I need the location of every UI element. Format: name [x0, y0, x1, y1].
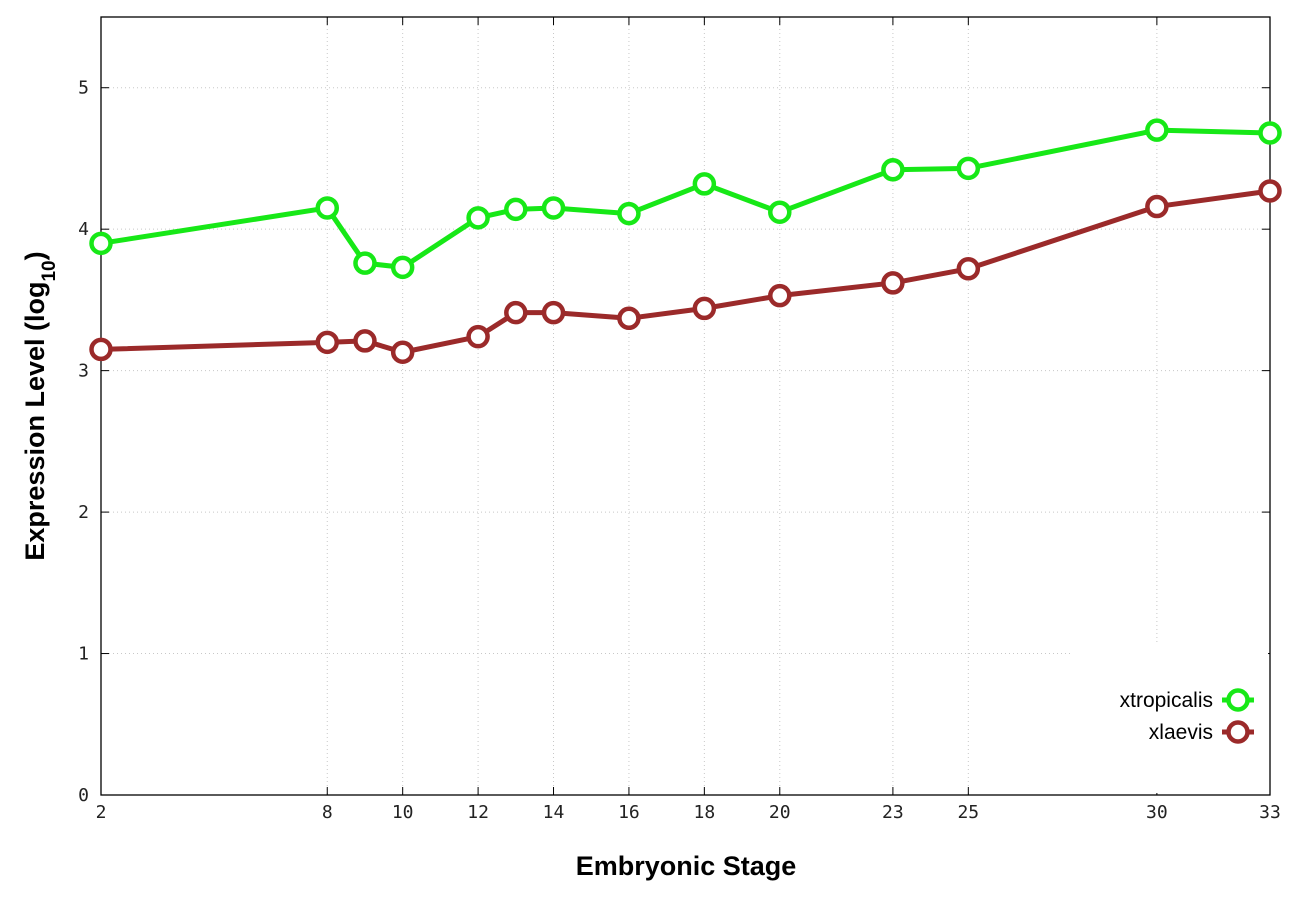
data-point-xlaevis: [617, 306, 641, 331]
data-point-xtropicalis: [1145, 118, 1169, 142]
x-tick-label: 25: [957, 802, 979, 823]
y-axis-title-close: ): [20, 251, 50, 260]
data-point-xlaevis: [768, 283, 792, 308]
x-tick-label: 2: [96, 802, 107, 823]
data-point-xtropicalis: [692, 172, 717, 196]
data-point-xtropicalis: [390, 255, 415, 280]
x-tick-label: 10: [392, 802, 414, 823]
x-tick-label: 14: [543, 802, 565, 823]
data-point-xtropicalis: [1258, 121, 1282, 145]
y-tick-label: 0: [78, 785, 89, 806]
x-tick-label: 12: [467, 802, 489, 823]
data-point-xtropicalis: [956, 156, 981, 181]
y-tick-label: 5: [78, 78, 89, 99]
data-point-xlaevis: [504, 300, 528, 325]
x-tick-label: 23: [882, 802, 904, 823]
x-axis-title: Embryonic Stage: [576, 851, 797, 881]
x-tick-label: 18: [694, 802, 716, 823]
data-point-xtropicalis: [466, 206, 490, 230]
legend-swatch-marker-xlaevis: [1226, 720, 1250, 744]
data-point-xtropicalis: [768, 200, 792, 224]
y-axis-title-subscript: 10: [39, 260, 60, 281]
legend-background: [1072, 645, 1268, 793]
x-tick-label: 16: [618, 802, 640, 823]
legend-label-xlaevis: xlaevis: [1149, 721, 1213, 744]
data-point-xlaevis: [390, 340, 415, 364]
y-axis-title-main: Expression Level (log: [20, 282, 50, 561]
data-point-xtropicalis: [617, 201, 641, 226]
data-point-xlaevis: [466, 324, 490, 349]
data-point-xlaevis: [1145, 194, 1169, 219]
data-point-xtropicalis: [881, 158, 905, 182]
x-tick-label: 8: [322, 802, 333, 823]
data-point-xtropicalis: [89, 231, 113, 256]
plot-frame: [100, 16, 1271, 796]
legend-swatch-marker-xtropicalis: [1226, 688, 1250, 712]
data-point-xlaevis: [541, 300, 566, 325]
series-layer: [89, 118, 1282, 364]
legend-label-xtropicalis: xtropicalis: [1120, 689, 1213, 712]
legend: xtropicalis xlaevis: [1072, 645, 1268, 793]
data-point-xtropicalis: [504, 197, 528, 222]
x-tick-label: 20: [769, 802, 791, 823]
data-point-xtropicalis: [353, 251, 377, 275]
y-tick-label: 4: [78, 219, 89, 240]
y-axis-title: Expression Level (log10): [20, 251, 60, 560]
y-tick-label: 1: [78, 644, 89, 665]
y-tick-label: 2: [78, 502, 89, 523]
data-point-xtropicalis: [315, 196, 340, 220]
data-point-xlaevis: [1258, 179, 1282, 203]
grid-lines: [101, 17, 1270, 795]
data-point-xlaevis: [956, 257, 981, 281]
data-point-xtropicalis: [541, 196, 566, 220]
data-point-xlaevis: [353, 329, 377, 353]
data-point-xlaevis: [89, 337, 113, 362]
data-point-xlaevis: [315, 330, 340, 355]
y-tick-label: 3: [78, 361, 89, 382]
data-point-xlaevis: [692, 296, 717, 321]
data-point-xlaevis: [881, 271, 905, 295]
x-tick-label: 33: [1259, 802, 1281, 823]
series-line-xtropicalis: [100, 127, 1271, 270]
x-tick-label: 30: [1146, 802, 1168, 823]
